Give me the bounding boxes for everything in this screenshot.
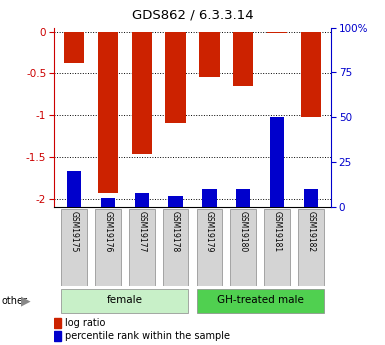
- Bar: [54, 332, 61, 341]
- FancyBboxPatch shape: [61, 209, 87, 286]
- Bar: [267, 32, 287, 33]
- Bar: [169, 196, 183, 207]
- Bar: [54, 318, 61, 328]
- Text: GSM19179: GSM19179: [205, 211, 214, 253]
- FancyBboxPatch shape: [298, 209, 324, 286]
- Text: percentile rank within the sample: percentile rank within the sample: [65, 332, 230, 341]
- FancyBboxPatch shape: [197, 289, 324, 313]
- Bar: [236, 189, 250, 207]
- Bar: [233, 32, 253, 86]
- Text: GSM19180: GSM19180: [239, 211, 248, 252]
- Bar: [199, 32, 219, 77]
- FancyBboxPatch shape: [264, 209, 290, 286]
- Bar: [166, 32, 186, 123]
- Bar: [304, 189, 318, 207]
- Text: GSM19175: GSM19175: [70, 211, 79, 253]
- Text: GH-treated male: GH-treated male: [217, 296, 303, 305]
- Text: other: other: [2, 296, 28, 306]
- FancyBboxPatch shape: [230, 209, 256, 286]
- Text: ▶: ▶: [21, 295, 31, 307]
- FancyBboxPatch shape: [197, 209, 222, 286]
- Text: GSM19176: GSM19176: [104, 211, 112, 253]
- Text: GSM19181: GSM19181: [273, 211, 281, 252]
- Bar: [301, 32, 321, 117]
- Text: GSM19178: GSM19178: [171, 211, 180, 252]
- Text: female: female: [107, 296, 143, 305]
- FancyBboxPatch shape: [129, 209, 155, 286]
- Bar: [202, 189, 216, 207]
- Bar: [270, 117, 284, 207]
- Bar: [98, 32, 118, 193]
- Bar: [101, 198, 115, 207]
- Bar: [64, 32, 84, 63]
- Text: GSM19182: GSM19182: [306, 211, 315, 252]
- FancyBboxPatch shape: [95, 209, 121, 286]
- FancyBboxPatch shape: [61, 289, 188, 313]
- Bar: [135, 193, 149, 207]
- Bar: [67, 171, 81, 207]
- Bar: [132, 32, 152, 155]
- Text: GSM19177: GSM19177: [137, 211, 146, 253]
- Text: log ratio: log ratio: [65, 318, 105, 328]
- Text: GDS862 / 6.3.3.14: GDS862 / 6.3.3.14: [132, 9, 253, 22]
- FancyBboxPatch shape: [163, 209, 188, 286]
